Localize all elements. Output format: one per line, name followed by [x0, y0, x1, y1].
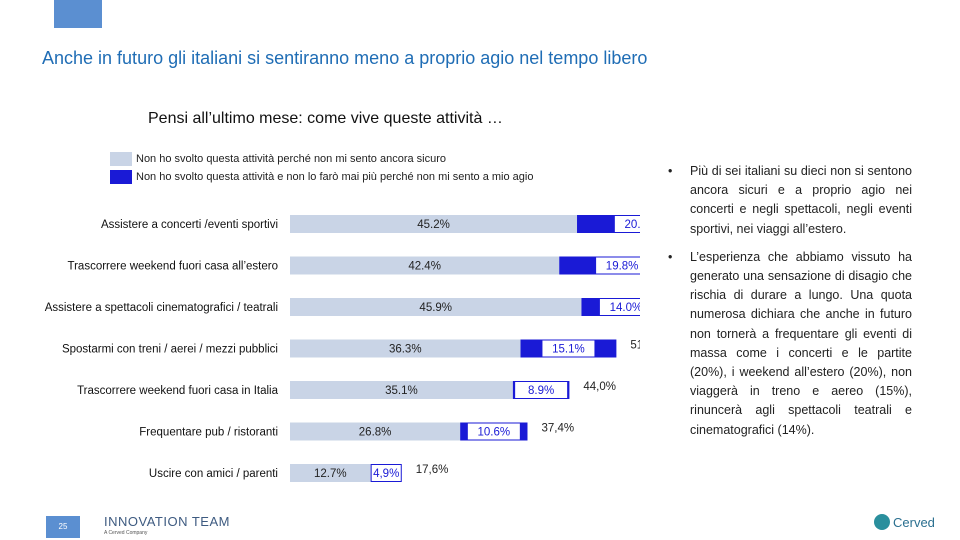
category-label: Trascorrere weekend fuori casa all’ester…: [68, 261, 279, 273]
legend-swatch-not-safe: [110, 152, 132, 166]
data-label-box: [467, 423, 520, 440]
category-label: Assistere a spettacoli cinematografici /…: [45, 302, 278, 314]
data-label-never-again: 4,9%: [373, 468, 399, 480]
data-label-box: [599, 299, 640, 315]
page-number: 25: [46, 516, 80, 538]
bar-segment-not-safe: [290, 298, 582, 316]
category-label: Frequentare pub / ristoranti: [139, 427, 278, 439]
data-label-never-again: 20.1%: [625, 219, 640, 231]
data-label-never-again: 19.8%: [606, 261, 639, 273]
stacked-bar-chart: Assistere a concerti /eventi sportivi 45.…: [45, 215, 640, 482]
total-label: 37,4%: [541, 423, 574, 435]
data-label-box: [542, 340, 595, 357]
legend-label-not-safe: Non ho svolto questa attività perché non…: [136, 153, 447, 165]
bar-segment-not-safe: [290, 339, 521, 358]
bullet-icon: •: [668, 249, 673, 264]
slide-title: Anche in futuro gli italiani si sentiran…: [42, 48, 648, 68]
corner-tab: [54, 0, 102, 28]
data-label-not-safe: 12.7%: [314, 468, 347, 480]
category-label: Trascorrere weekend fuori casa in Italia: [77, 385, 279, 397]
bar-segment-not-safe: [290, 381, 513, 399]
cerved-logo: Cerved: [874, 514, 935, 530]
bar-segment-not-safe: [290, 422, 461, 441]
bar-segment-not-safe: [290, 464, 371, 482]
innovation-team-logo: INNOVATION TEAM A Cerved Company: [104, 514, 230, 536]
data-label-never-again: 8.9%: [528, 385, 554, 397]
bullet-icon: •: [668, 164, 673, 178]
legend-swatch-never-again: [110, 170, 132, 184]
brand-tagline: A Cerved Company: [104, 530, 148, 536]
category-label: Assistere a concerti /eventi sportivi: [101, 219, 278, 231]
commentary: • Più di sei italiani su dieci non si se…: [668, 162, 912, 449]
legend-item-not-safe: Non ho svolto questa attività perché non…: [110, 150, 533, 168]
total-label: 51,4%: [630, 340, 640, 352]
data-label-not-safe: 42.4%: [408, 261, 441, 273]
data-label-not-safe: 45.9%: [419, 302, 452, 314]
data-label-not-safe: 36.3%: [389, 344, 422, 356]
category-label: Uscire con amici / parenti: [149, 468, 278, 480]
legend-label-never-again: Non ho svolto questa attività e non lo f…: [136, 171, 534, 183]
total-label: 44,0%: [583, 381, 616, 393]
data-label-never-again: 10.6%: [478, 427, 511, 439]
bullet-text: Più di sei italiani su dieci non si sent…: [690, 164, 912, 236]
data-label-box: [596, 257, 640, 274]
brand-name: INNOVATION TEAM: [104, 514, 230, 529]
category-label: Spostarmi con treni / aerei / mezzi pubb…: [62, 344, 278, 356]
data-label-box: [515, 382, 568, 398]
cerved-logo-icon: [874, 514, 890, 530]
bullet-item: • Più di sei italiani su dieci non si se…: [668, 162, 912, 239]
bar-segment-not-safe: [290, 256, 560, 275]
bar-segment-not-safe: [290, 215, 578, 233]
data-label-box: [614, 216, 640, 232]
chart-question: Pensi all’ultimo mese: come vive queste …: [148, 110, 503, 127]
bullet-text: L’esperienza che abbiamo vissuto ha gene…: [690, 249, 912, 437]
data-label-not-safe: 26.8%: [359, 427, 392, 439]
legend-item-never-again: Non ho svolto questa attività e non lo f…: [110, 168, 533, 186]
total-label: 17,6%: [416, 464, 449, 476]
chart-legend: Non ho svolto questa attività perché non…: [110, 150, 533, 186]
bullet-item: • L’esperienza che abbiamo vissuto ha ge…: [668, 248, 912, 440]
data-label-not-safe: 45.2%: [417, 219, 450, 231]
data-label-never-again: 15.1%: [552, 344, 585, 356]
data-label-never-again: 14.0%: [610, 302, 640, 314]
data-label-not-safe: 35.1%: [385, 385, 418, 397]
cerved-logo-text: Cerved: [893, 514, 935, 530]
data-label-box: [371, 465, 401, 481]
